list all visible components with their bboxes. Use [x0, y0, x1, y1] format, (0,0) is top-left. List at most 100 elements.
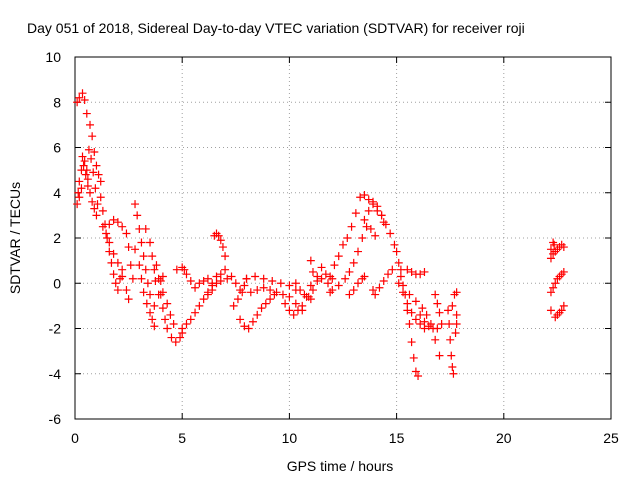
data-point	[208, 286, 217, 295]
data-point	[435, 351, 444, 360]
data-point	[166, 310, 175, 319]
data-point	[551, 279, 560, 288]
data-point	[326, 272, 335, 281]
data-point	[259, 274, 268, 283]
data-point	[291, 299, 300, 308]
data-point	[80, 157, 89, 166]
data-point	[451, 329, 460, 338]
data-point	[276, 279, 285, 288]
data-point	[156, 276, 165, 285]
data-point	[88, 197, 97, 206]
data-point	[163, 324, 172, 333]
data-point	[557, 306, 566, 315]
data-point	[158, 272, 167, 281]
data-point	[278, 290, 287, 299]
data-point	[178, 324, 187, 333]
data-point	[351, 209, 360, 218]
data-point	[141, 265, 150, 274]
data-point	[212, 272, 221, 281]
data-point	[349, 286, 358, 295]
data-point	[549, 283, 558, 292]
data-point	[347, 222, 356, 231]
data-point	[167, 333, 176, 342]
data-point	[79, 161, 88, 170]
data-point	[369, 197, 378, 206]
data-point	[227, 272, 236, 281]
data-point	[420, 317, 429, 326]
data-point	[240, 322, 249, 331]
data-point	[446, 335, 455, 344]
y-tick-label: -2	[49, 321, 62, 337]
data-point	[75, 177, 84, 186]
data-point	[203, 274, 212, 283]
data-point	[452, 319, 461, 328]
data-point	[88, 132, 97, 141]
data-point	[447, 351, 456, 360]
data-point	[148, 252, 157, 261]
data-point	[308, 267, 317, 276]
data-point	[133, 211, 142, 220]
data-point	[416, 310, 425, 319]
data-point	[414, 372, 423, 381]
data-point	[341, 274, 350, 283]
data-point	[152, 261, 161, 270]
data-point	[180, 265, 189, 274]
data-point	[80, 95, 89, 104]
y-tick-label: -4	[49, 366, 62, 382]
data-point	[364, 195, 373, 204]
data-point	[102, 229, 111, 238]
data-point	[161, 315, 170, 324]
data-point	[73, 98, 82, 107]
data-point	[328, 286, 337, 295]
data-point	[94, 170, 103, 179]
data-point	[96, 177, 105, 186]
data-point	[78, 89, 87, 98]
data-point	[186, 276, 195, 285]
data-point	[163, 299, 172, 308]
data-point	[354, 247, 363, 256]
data-point	[407, 267, 416, 276]
data-point	[381, 220, 390, 229]
data-point	[73, 200, 82, 209]
data-point	[339, 240, 347, 249]
data-point	[559, 243, 568, 252]
data-point	[96, 193, 105, 202]
data-point	[386, 229, 395, 238]
data-point	[546, 288, 555, 297]
data-point	[216, 276, 225, 285]
data-point	[306, 281, 315, 290]
data-point	[182, 270, 191, 279]
data-point	[75, 193, 84, 202]
data-point	[281, 299, 290, 308]
data-point	[285, 292, 294, 301]
data-point	[431, 335, 440, 344]
x-tick-label: 0	[71, 430, 79, 446]
data-point	[420, 267, 429, 276]
x-tick-label: 20	[496, 430, 512, 446]
y-tick-label: 2	[53, 230, 61, 246]
data-point	[126, 261, 135, 270]
data-points	[73, 89, 568, 381]
data-point	[449, 369, 458, 378]
data-point	[416, 319, 425, 328]
data-point	[146, 238, 155, 247]
data-point	[146, 308, 155, 317]
data-point	[358, 234, 367, 242]
data-point	[86, 120, 95, 129]
y-tick-label: 6	[53, 140, 61, 156]
data-point	[83, 175, 92, 184]
data-point	[195, 279, 204, 288]
data-point	[291, 279, 300, 288]
data-point	[399, 288, 408, 297]
data-point	[257, 304, 266, 313]
data-point	[559, 267, 568, 276]
data-point	[77, 184, 86, 193]
data-point	[546, 306, 555, 315]
data-point	[433, 324, 442, 333]
data-point	[364, 206, 373, 215]
data-point	[323, 279, 332, 288]
data-point	[388, 265, 397, 274]
data-point	[296, 286, 305, 295]
data-point	[356, 193, 365, 202]
